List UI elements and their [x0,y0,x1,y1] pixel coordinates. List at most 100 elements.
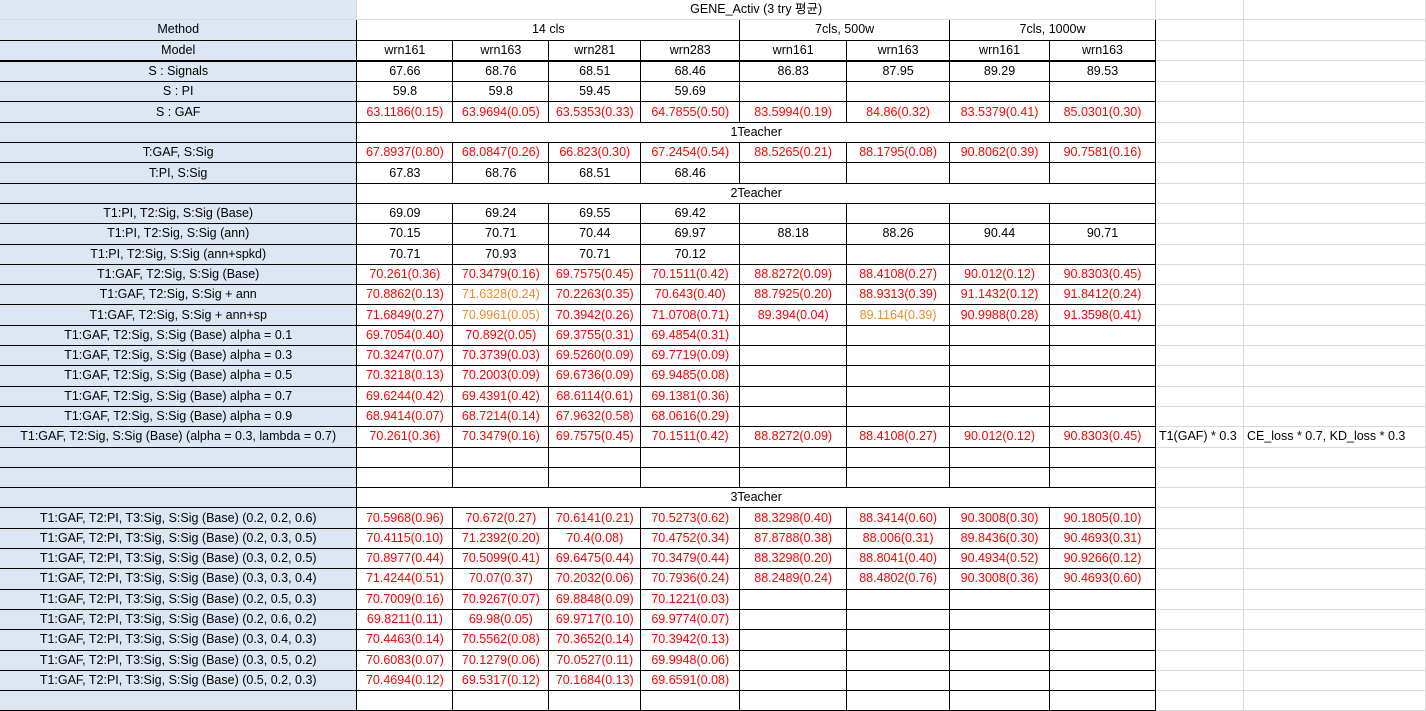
empty-cell[interactable] [1243,467,1426,489]
value-cell[interactable]: 69.7575(0.45) [548,264,642,286]
model-header-cell[interactable]: wrn161 [949,40,1051,62]
value-cell[interactable]: 89.1164(0.39) [846,304,951,326]
value-cell[interactable]: 88.26 [846,223,951,245]
value-cell[interactable]: 89.29 [949,60,1051,83]
value-cell[interactable] [949,650,1051,671]
value-cell[interactable] [846,325,951,347]
row-label[interactable]: T1:GAF, T2:PI, T3:Sig, S:Sig (Base) (0.2… [0,528,358,550]
value-cell[interactable]: 70.2003(0.09) [452,365,550,387]
value-cell[interactable]: 70.3479(0.16) [452,264,550,286]
value-cell[interactable]: 70.12 [640,244,741,265]
value-cell[interactable]: 70.2263(0.35) [548,284,642,306]
empty-cell[interactable] [1155,162,1244,184]
value-cell[interactable]: 86.83 [739,60,848,83]
value-cell[interactable] [739,406,848,428]
empty-cell[interactable] [1243,629,1426,651]
row-label[interactable]: T:PI, S:Sig [0,162,358,184]
value-cell[interactable] [1049,406,1156,428]
row-label[interactable]: T1:GAF, T2:PI, T3:Sig, S:Sig (Base) (0.3… [0,568,358,590]
value-cell[interactable] [949,345,1051,367]
empty-cell[interactable] [1243,162,1426,184]
empty-cell[interactable] [1155,386,1244,407]
value-cell[interactable]: 70.7009(0.16) [356,589,454,610]
value-cell[interactable] [739,365,848,387]
empty-cell[interactable] [1243,142,1426,164]
value-cell[interactable]: 68.51 [548,60,642,83]
empty-cell[interactable] [1155,183,1244,204]
empty-cell[interactable] [1155,629,1244,651]
empty-cell[interactable] [1243,223,1426,245]
value-cell[interactable]: 89.394(0.04) [739,304,848,326]
empty-label-cell[interactable] [0,467,358,489]
row-label[interactable]: T1:GAF, T2:PI, T3:Sig, S:Sig (Base) (0.2… [0,609,358,631]
row-label[interactable]: T1:GAF, T2:PI, T3:Sig, S:Sig (Base) (0.3… [0,629,358,651]
section-header[interactable]: 3Teacher [356,487,1156,509]
value-cell[interactable]: 70.1684(0.13) [548,670,642,692]
value-cell[interactable]: 90.012(0.12) [949,426,1051,448]
value-cell[interactable]: 69.97 [640,223,741,245]
value-cell[interactable]: 67.66 [356,60,454,83]
section-header[interactable]: 1Teacher [356,122,1156,144]
empty-cell[interactable] [1243,386,1426,407]
value-cell[interactable]: 90.4693(0.60) [1049,568,1156,590]
row-label[interactable]: T1:GAF, T2:PI, T3:Sig, S:Sig (Base) (0.3… [0,548,358,570]
empty-cell[interactable] [1243,304,1426,326]
title-label-cell[interactable] [0,0,358,21]
empty-cell[interactable] [356,690,454,711]
empty-cell[interactable] [1155,223,1244,245]
row-label[interactable]: S : Signals [0,60,358,83]
value-cell[interactable] [846,386,951,407]
empty-cell[interactable] [1243,589,1426,610]
value-cell[interactable]: 69.6244(0.42) [356,386,454,407]
empty-cell[interactable] [452,690,550,711]
value-cell[interactable]: 88.9313(0.39) [846,284,951,306]
value-cell[interactable]: 88.5265(0.21) [739,142,848,164]
value-cell[interactable]: 67.8937(0.80) [356,142,454,164]
empty-cell[interactable] [739,690,848,711]
value-cell[interactable]: 70.8862(0.13) [356,284,454,306]
value-cell[interactable]: 88.3414(0.60) [846,507,951,529]
value-cell[interactable] [949,81,1051,103]
value-cell[interactable]: 70.15 [356,223,454,245]
value-cell[interactable] [846,650,951,671]
value-cell[interactable]: 69.9485(0.08) [640,365,741,387]
empty-cell[interactable] [1243,609,1426,631]
value-cell[interactable]: 90.7581(0.16) [1049,142,1156,164]
value-cell[interactable]: 70.4694(0.12) [356,670,454,692]
value-cell[interactable] [739,345,848,367]
value-cell[interactable] [846,345,951,367]
value-cell[interactable] [1049,345,1156,367]
section-label-cell[interactable] [0,122,358,144]
value-cell[interactable]: 90.9988(0.28) [949,304,1051,326]
value-cell[interactable]: 70.672(0.27) [452,507,550,529]
empty-cell[interactable] [1243,690,1426,711]
value-cell[interactable]: 70.892(0.05) [452,325,550,347]
empty-cell[interactable] [1243,365,1426,387]
row-label[interactable]: T1:GAF, T2:Sig, S:Sig (Base) alpha = 0.9 [0,406,358,428]
value-cell[interactable]: 70.6083(0.07) [356,650,454,671]
value-cell[interactable] [739,670,848,692]
row-label[interactable]: T1:PI, T2:Sig, S:Sig (ann+spkd) [0,244,358,265]
empty-cell[interactable] [1243,183,1426,204]
value-cell[interactable]: 69.9717(0.10) [548,609,642,631]
empty-cell[interactable] [1155,19,1244,41]
value-cell[interactable] [1049,325,1156,347]
empty-cell[interactable] [846,690,951,711]
value-cell[interactable]: 71.6328(0.24) [452,284,550,306]
value-cell[interactable]: 69.7575(0.45) [548,426,642,448]
value-cell[interactable]: 88.4802(0.76) [846,568,951,590]
value-cell[interactable]: 70.3739(0.03) [452,345,550,367]
value-cell[interactable]: 63.5353(0.33) [548,101,642,123]
method-header[interactable]: Method [0,19,358,41]
model-header-cell[interactable]: wrn163 [1049,40,1156,62]
empty-cell[interactable] [949,447,1051,468]
empty-cell[interactable] [1243,264,1426,286]
value-cell[interactable]: 90.8303(0.45) [1049,264,1156,286]
row-label[interactable]: T1:GAF, T2:Sig, S:Sig + ann [0,284,358,306]
value-cell[interactable]: 90.3008(0.36) [949,568,1051,590]
empty-cell[interactable] [356,467,454,489]
value-cell[interactable]: 70.5099(0.41) [452,548,550,570]
section-label-cell[interactable] [0,487,358,509]
value-cell[interactable] [739,609,848,631]
value-cell[interactable] [949,670,1051,692]
